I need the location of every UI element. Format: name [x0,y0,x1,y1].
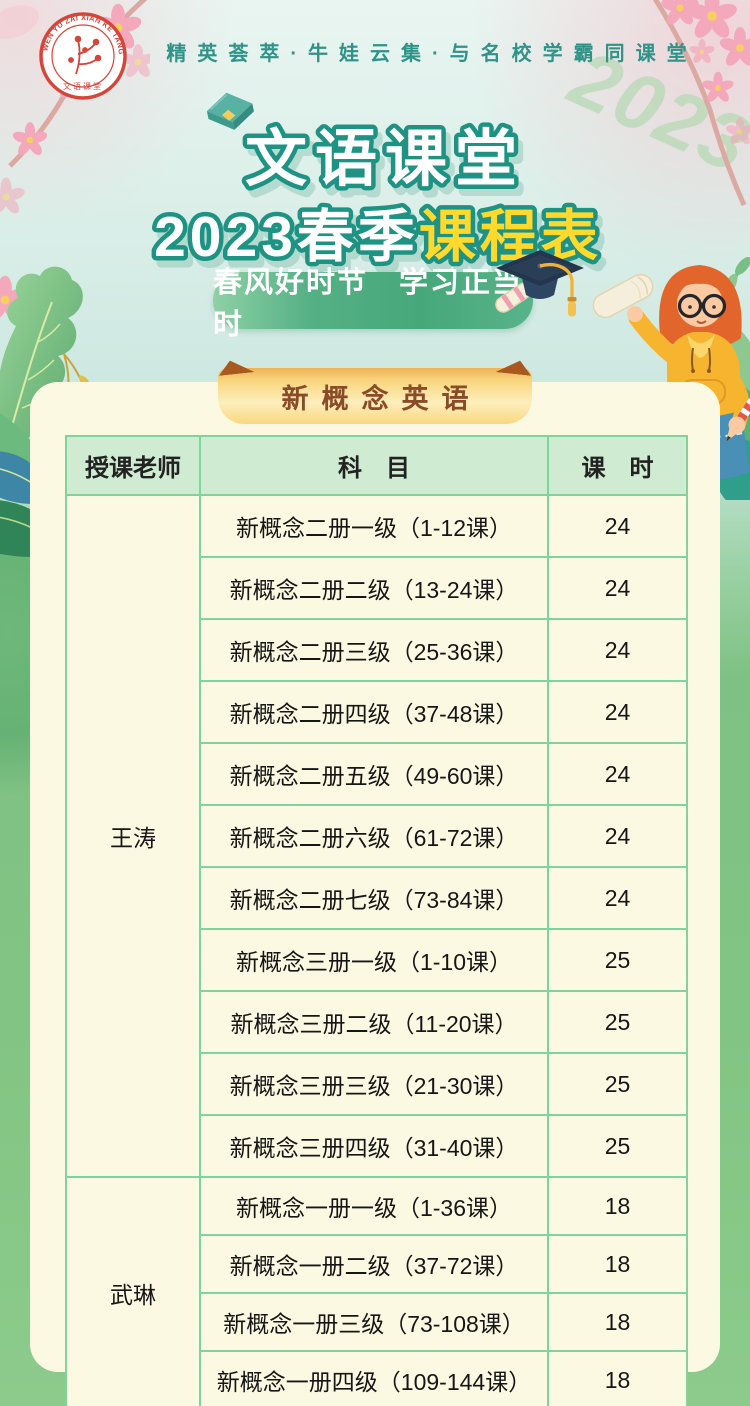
slogan-banner: 春风好时节 学习正当时 [213,267,533,341]
hours-cell: 25 [547,990,688,1054]
diploma-roll-icon [592,273,654,319]
hours-cell: 24 [547,866,688,930]
flower-branch-top-right [652,0,750,207]
subject-cell: 新概念二册六级（61-72课） [199,804,549,868]
table-row: 新概念一册二级（37-72课） 18 [66,1234,688,1294]
table-row: 新概念三册三级（21-30课） 25 [66,1052,688,1116]
subject-cell: 新概念一册一级（1-36课） [199,1176,549,1236]
table-row: 新概念一册四级（109-144课） 18 [66,1350,688,1406]
hours-cell: 24 [547,556,688,620]
hours-cell: 25 [547,1052,688,1116]
table-row: 新概念三册二级（11-20课） 25 [66,990,688,1054]
table-row: 武琳 新概念一册一级（1-36课） 18 [65,1176,688,1406]
section-title: 新概念英语 [281,383,482,414]
title-line2: 2023春季课程表 [154,205,602,269]
subject-cell: 新概念一册二级（37-72课） [199,1234,549,1294]
table-row: 新概念三册一级（1-10课） 25 [66,928,688,992]
subject-cell: 新概念二册七级（73-84课） [199,866,549,930]
subject-cell: 新概念二册四级（37-48课） [199,680,549,744]
table-row: 王涛 新概念二册一级（1-12课） 24 [65,494,688,1178]
subject-cell: 新概念三册一级（1-10课） [199,928,549,992]
table-row: 新概念二册四级（37-48课） 24 [66,680,688,744]
subject-cell: 新概念二册二级（13-24课） [199,556,549,620]
subject-cell: 新概念三册二级（11-20课） [199,990,549,1054]
table-row: 新概念三册四级（31-40课） 25 [66,1114,688,1178]
slogan-text: 春风好时节 学习正当时 [213,266,524,341]
col-header-hours: 课 时 [547,435,688,496]
seal-bottom-text: 文语课堂 [63,81,103,91]
course-table: 授课老师 科 目 课 时 王涛 新概念二册一级（1-12课） 24 新概念二册二级（1… [65,435,688,1406]
subject-cell: 新概念二册一级（1-12课） [199,494,549,558]
hours-cell: 25 [547,1114,688,1178]
hours-cell: 24 [547,680,688,744]
hours-cell: 18 [547,1292,688,1352]
tagline: 精英荟萃·牛娃云集·与名校学霸同课堂 [166,43,698,65]
section-ribbon: 新概念英语 [218,368,532,424]
table-row: 新概念二册三级（25-36课） 24 [66,618,688,682]
table-row: 新概念二册六级（61-72课） 24 [66,804,688,868]
hours-cell: 24 [547,618,688,682]
hours-cell: 24 [547,494,688,558]
hours-cell: 18 [547,1176,688,1236]
teacher-cell: 武琳 [65,1176,201,1406]
col-header-subject: 科 目 [199,435,549,496]
subject-cell: 新概念二册三级（25-36课） [199,618,549,682]
col-header-teacher: 授课老师 [65,435,201,496]
main-title: 文语课堂 2023春季课程表 [150,121,603,274]
subject-cell: 新概念一册三级（73-108课） [199,1292,549,1352]
table-header-row: 授课老师 科 目 课 时 [65,435,688,496]
title-line1: 文语课堂 [245,125,525,194]
table-row: 新概念二册七级（73-84课） 24 [66,866,688,930]
subject-cell: 新概念三册四级（31-40课） [199,1114,549,1178]
subject-cell: 新概念一册四级（109-144课） [199,1350,549,1406]
course-table-body: 王涛 新概念二册一级（1-12课） 24 新概念二册二级（13-24课） 24 新概念二册… [65,494,688,1406]
plum-branch-icon [68,35,102,75]
table-row: 新概念二册二级（13-24课） 24 [66,556,688,620]
hours-cell: 24 [547,804,688,868]
graduation-cap-icon [495,250,584,317]
hours-cell: 18 [547,1234,688,1294]
book-icon [206,92,254,130]
hours-cell: 18 [547,1350,688,1406]
hours-cell: 25 [547,928,688,992]
title-line2-white: 2023春季 [154,205,419,269]
table-row: 新概念一册三级（73-108课） 18 [66,1292,688,1352]
table-row: 新概念二册五级（49-60课） 24 [66,742,688,806]
hours-cell: 24 [547,742,688,806]
content-panel: 新概念英语 授课老师 科 目 课 时 王涛 新概念二册一级（1-12课） 24 新概念… [30,368,720,1406]
seal-logo: WEN YU ZAI XIAN KE TANG 文语课堂 [39,12,127,100]
subject-cell: 新概念三册三级（21-30课） [199,1052,549,1116]
teacher-cell: 王涛 [65,494,201,1178]
subject-cell: 新概念二册五级（49-60课） [199,742,549,806]
title-line2-highlight: 课程表 [419,205,602,269]
